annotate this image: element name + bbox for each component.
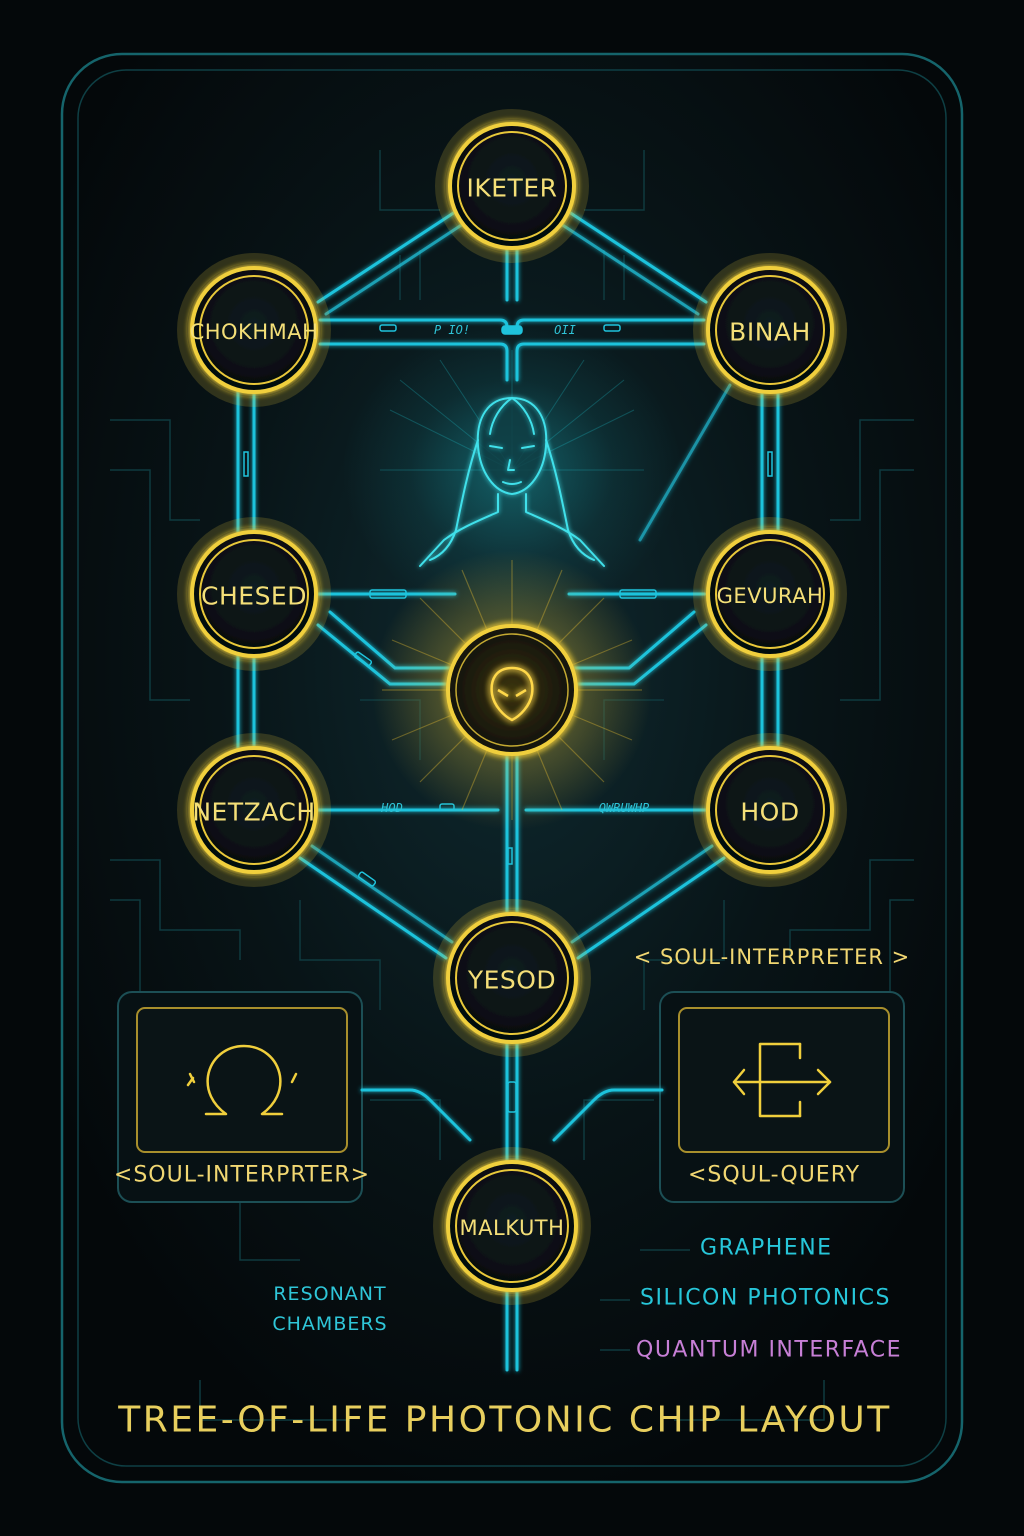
legend-item-silicon-photonics: SILICON PHOTONICS <box>640 1286 891 1311</box>
node-gevurah[interactable]: GEVURAH <box>693 517 847 671</box>
legend-item-graphene: GRAPHENE <box>700 1236 833 1261</box>
node-halo <box>435 109 589 263</box>
node-label-keter: IKETER <box>466 174 557 203</box>
node-outer-ring <box>190 530 318 658</box>
node-label-binah: BINAH <box>729 318 811 347</box>
omega-icon <box>186 1044 298 1116</box>
node-outer-ring <box>190 266 318 394</box>
node-outer-ring <box>446 1160 578 1292</box>
node-halo <box>177 733 331 887</box>
central-core[interactable] <box>372 550 652 830</box>
resonant-chambers-line2: CHAMBERS <box>272 1313 387 1335</box>
node-halo <box>433 1147 591 1305</box>
left-module[interactable] <box>117 991 363 1203</box>
node-halo <box>177 517 331 671</box>
diagram-title: TREE-OF-LIFE PHOTONIC CHIP LAYOUT <box>117 1400 892 1441</box>
node-outer-ring <box>706 746 834 874</box>
node-halo <box>693 517 847 671</box>
query-arrows-icon <box>732 1042 832 1118</box>
node-chokhmah[interactable]: CHOKHMAH <box>177 253 331 407</box>
node-label-yesod: YESOD <box>467 966 556 995</box>
node-inner-ring <box>715 275 825 385</box>
node-halo <box>693 253 847 407</box>
node-outer-ring <box>446 912 578 1044</box>
node-outer-ring <box>706 530 834 658</box>
node-halo <box>693 733 847 887</box>
chip-inner-frame <box>77 69 947 1467</box>
chip-outer-frame <box>60 52 964 1484</box>
node-halo <box>433 899 591 1057</box>
meditating-figure-icon <box>342 320 682 620</box>
node-inner-ring <box>715 755 825 865</box>
right-module-label: <SQUL-QUERY <box>688 1163 860 1188</box>
node-label-malkuth: MALKUTH <box>460 1216 565 1240</box>
path-label-middle-left: HOD <box>380 801 403 815</box>
sephirot-nodes: IKETER CHOKHMAH BINAH CHESED GEVURAH NETZACH H… <box>177 109 847 1305</box>
node-outer-ring <box>706 266 834 394</box>
node-halo <box>177 253 331 407</box>
node-binah[interactable]: BINAH <box>693 253 847 407</box>
node-outer-ring <box>190 746 318 874</box>
node-yesod[interactable]: YESOD <box>433 899 591 1057</box>
resonant-chambers-line1: RESONANT <box>273 1283 386 1305</box>
node-inner-ring <box>455 921 569 1035</box>
left-module-label: <SOUL-INTERPRTER> <box>114 1163 370 1188</box>
node-malkuth[interactable]: MALKUTH <box>433 1147 591 1305</box>
node-netzach[interactable]: NETZACH <box>177 733 331 887</box>
left-module-panel <box>136 1007 348 1153</box>
right-module[interactable] <box>659 991 905 1203</box>
node-inner-ring <box>199 275 309 385</box>
materials-legend: GRAPHENE SILICON PHOTONICS QUANTUM INTERFA… <box>636 1236 902 1363</box>
node-inner-ring <box>199 755 309 865</box>
node-inner-ring <box>715 539 825 649</box>
node-label-gevurah: GEVURAH <box>717 584 824 608</box>
node-outer-ring <box>448 122 576 250</box>
node-keter[interactable]: IKETER <box>435 109 589 263</box>
node-label-chesed: CHESED <box>201 582 307 611</box>
node-chesed[interactable]: CHESED <box>177 517 331 671</box>
node-label-chokhmah: CHOKHMAH <box>190 320 319 344</box>
alien-head-icon <box>490 666 534 722</box>
node-inner-ring <box>455 1169 569 1283</box>
node-label-netzach: NETZACH <box>192 798 315 827</box>
node-inner-ring <box>457 131 567 241</box>
soul-interpreter-tag: < SOUL-INTERPRETER > <box>634 945 910 969</box>
node-label-hod: HOD <box>740 798 799 827</box>
legend-item-quantum-interface: QUANTUM INTERFACE <box>636 1338 902 1363</box>
path-label-middle-right: QWRUWHP <box>599 801 650 815</box>
right-module-panel <box>678 1007 890 1153</box>
node-hod[interactable]: HOD <box>693 733 847 887</box>
node-inner-ring <box>199 539 309 649</box>
